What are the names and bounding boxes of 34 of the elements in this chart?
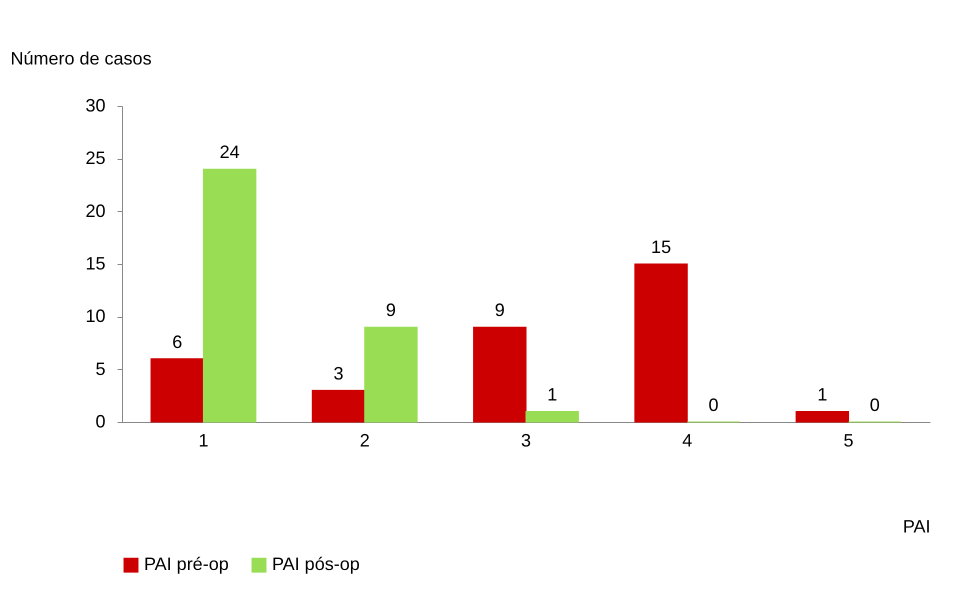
data-label: 9 [494,300,505,320]
data-label: 1 [817,384,828,404]
y-tick-label: 25 [85,148,106,168]
legend-label: PAI pré-op [144,554,229,574]
bar [202,168,256,422]
bar [473,326,526,422]
x-tick-label: 4 [682,430,692,450]
y-tick-label: 10 [85,306,106,326]
data-label: 0 [708,395,718,415]
data-label: 15 [651,237,672,257]
y-tick-label: 20 [85,200,106,221]
y-tick-label: 0 [95,412,106,432]
y-tick-label: 15 [85,254,106,274]
data-label: 3 [334,363,344,384]
data-label: 0 [870,395,880,415]
bar [364,326,418,422]
x-tick-label: 2 [360,430,370,450]
bar [526,410,579,422]
bar [634,264,688,422]
data-label: 6 [172,332,182,352]
bar [312,390,366,422]
data-label: 24 [220,142,240,162]
legend-label: PAI pós-op [272,554,360,574]
data-label: 9 [386,300,396,320]
x-axis-title: PAI [902,516,930,536]
bar [150,358,204,422]
y-tick-label: 5 [95,358,106,379]
x-tick-label: 1 [198,430,208,450]
x-tick-label: 5 [844,430,854,450]
data-label: 1 [547,384,558,404]
y-tick-label: 30 [85,96,106,116]
y-axis-title: Número de casos [10,48,152,68]
x-tick-label: 3 [520,430,532,450]
bar [796,410,850,422]
